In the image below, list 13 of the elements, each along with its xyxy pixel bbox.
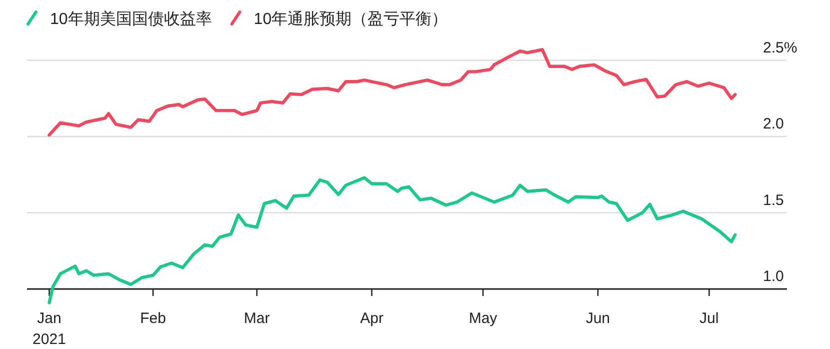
legend-label: 10年通胀预期（盈亏平衡） bbox=[254, 10, 448, 28]
x-tick-label: May bbox=[468, 310, 498, 327]
legend-label: 10年期美国国债收益率 bbox=[50, 10, 212, 28]
x-tick-label: Apr bbox=[360, 310, 384, 327]
y-tick-label: 1.5 bbox=[763, 192, 784, 209]
x-tick-label: Jul bbox=[700, 310, 719, 327]
x-tick-label: Jun bbox=[586, 310, 610, 327]
y-tick-label: 1.0 bbox=[763, 268, 784, 285]
y-tick-label: 2.0 bbox=[763, 116, 784, 132]
y-tick-label: 2.5% bbox=[763, 39, 798, 56]
x-tick-label: Jan 2021 bbox=[32, 310, 66, 348]
x-tick-label: Feb bbox=[140, 310, 166, 327]
x-tick-label: Mar bbox=[244, 310, 270, 327]
